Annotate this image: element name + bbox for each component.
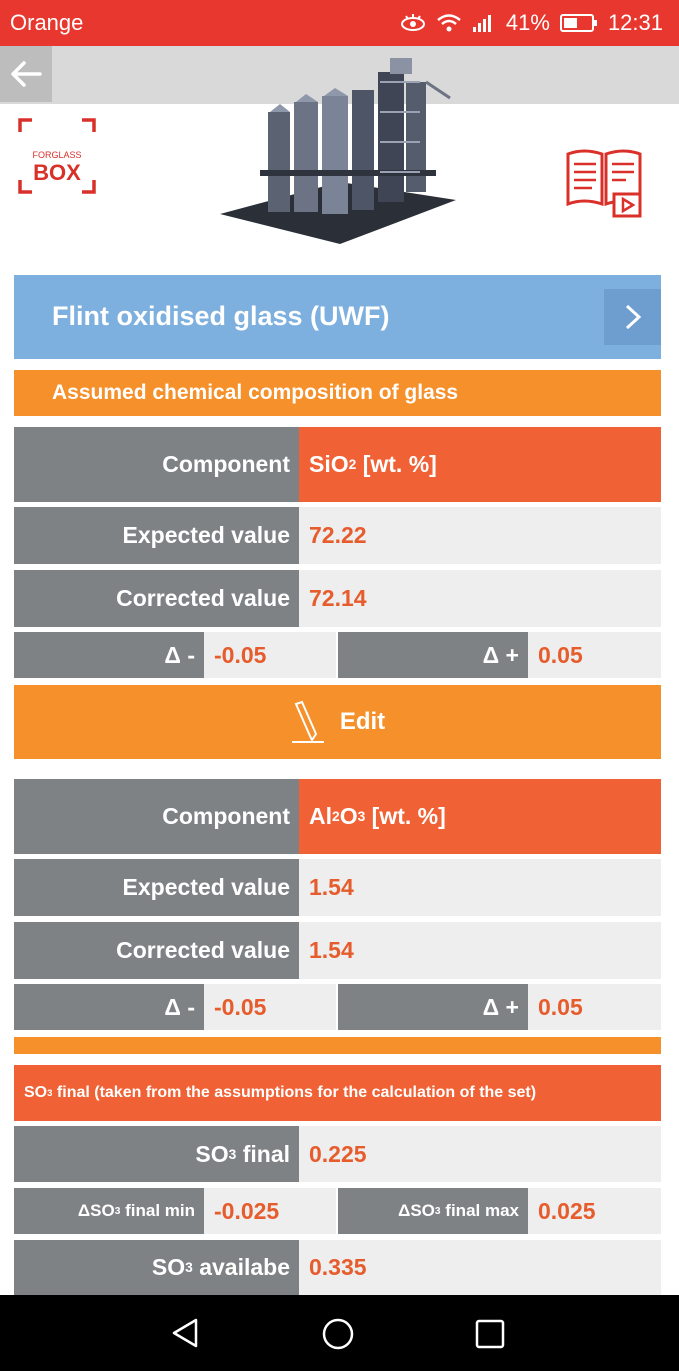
clock: 12:31: [607, 10, 663, 35]
delta-minus-label: Δ -: [14, 632, 204, 678]
manual-book-icon[interactable]: [564, 146, 644, 220]
system-nav-bar: [0, 1295, 679, 1371]
expected-value-label: Expected value: [14, 859, 299, 916]
glass-plant-illustration: [220, 58, 456, 244]
so3-min-label: ΔSO 3 final min: [14, 1188, 204, 1234]
logo-small-text: FORGLASS: [32, 150, 82, 160]
signal-icon: [472, 15, 491, 32]
section-divider: [14, 1037, 661, 1054]
corrected-value: 72.14: [299, 570, 661, 627]
edit-button[interactable]: Edit: [14, 685, 661, 759]
pencil-icon: [291, 700, 324, 743]
nav-home-icon[interactable]: [321, 1317, 355, 1351]
so3-max-label: ΔSO 3 final max: [338, 1188, 528, 1234]
so3-caption: SO 3 final (taken from the assumptions fo…: [14, 1065, 661, 1121]
expected-value: 72.22: [299, 507, 661, 564]
so3-max-value: 0.025: [528, 1188, 661, 1234]
eye-icon: [400, 14, 425, 31]
battery-percent: 41%: [505, 10, 550, 35]
so3-min-value: -0.025: [204, 1188, 336, 1234]
status-bar: Orange 41% 12:31: [0, 0, 679, 46]
expected-value-label: Expected value: [14, 507, 299, 564]
delta-plus-value: 0.05: [528, 984, 661, 1030]
delta-plus-label: Δ +: [338, 984, 528, 1030]
back-arrow-icon: [11, 61, 42, 87]
component-label: Component: [14, 427, 299, 502]
section-caption: Assumed chemical composition of glass: [14, 370, 661, 416]
glass-type-selector[interactable]: Flint oxidised glass (UWF): [14, 275, 661, 359]
delta-minus-label: Δ -: [14, 984, 204, 1030]
delta-plus-label: Δ +: [338, 632, 528, 678]
delta-minus-value: -0.05: [204, 984, 336, 1030]
delta-plus-value: 0.05: [528, 632, 661, 678]
component-label: Component: [14, 779, 299, 854]
corrected-value-label: Corrected value: [14, 922, 299, 979]
so3-available-label: SO 3 availabe: [14, 1240, 299, 1295]
nav-back-icon[interactable]: [170, 1317, 202, 1349]
corrected-value: 1.54: [299, 922, 661, 979]
status-icons: 41% 12:31: [400, 10, 663, 36]
corrected-value-label: Corrected value: [14, 570, 299, 627]
carrier-name: Orange: [10, 10, 84, 35]
wifi-icon: [437, 14, 461, 32]
back-button[interactable]: [0, 46, 52, 102]
logo-big-text: BOX: [33, 160, 81, 185]
next-button[interactable]: [604, 289, 661, 345]
component-name: SiO 2 [wt. %]: [299, 427, 661, 502]
so3-final-value: 0.225: [299, 1126, 661, 1182]
battery-icon: [559, 14, 597, 32]
nav-recents-icon[interactable]: [475, 1319, 505, 1349]
so3-available-value: 0.335: [299, 1240, 661, 1295]
chevron-right-icon: [625, 304, 641, 330]
forglass-box-logo: FORGLASS BOX: [18, 118, 96, 194]
component-name: Al 2 O 3 [wt. %]: [299, 779, 661, 854]
delta-minus-value: -0.05: [204, 632, 336, 678]
so3-final-label: SO 3 final: [14, 1126, 299, 1182]
glass-type-title: Flint oxidised glass (UWF): [52, 301, 390, 331]
expected-value: 1.54: [299, 859, 661, 916]
edit-label: Edit: [339, 708, 386, 735]
